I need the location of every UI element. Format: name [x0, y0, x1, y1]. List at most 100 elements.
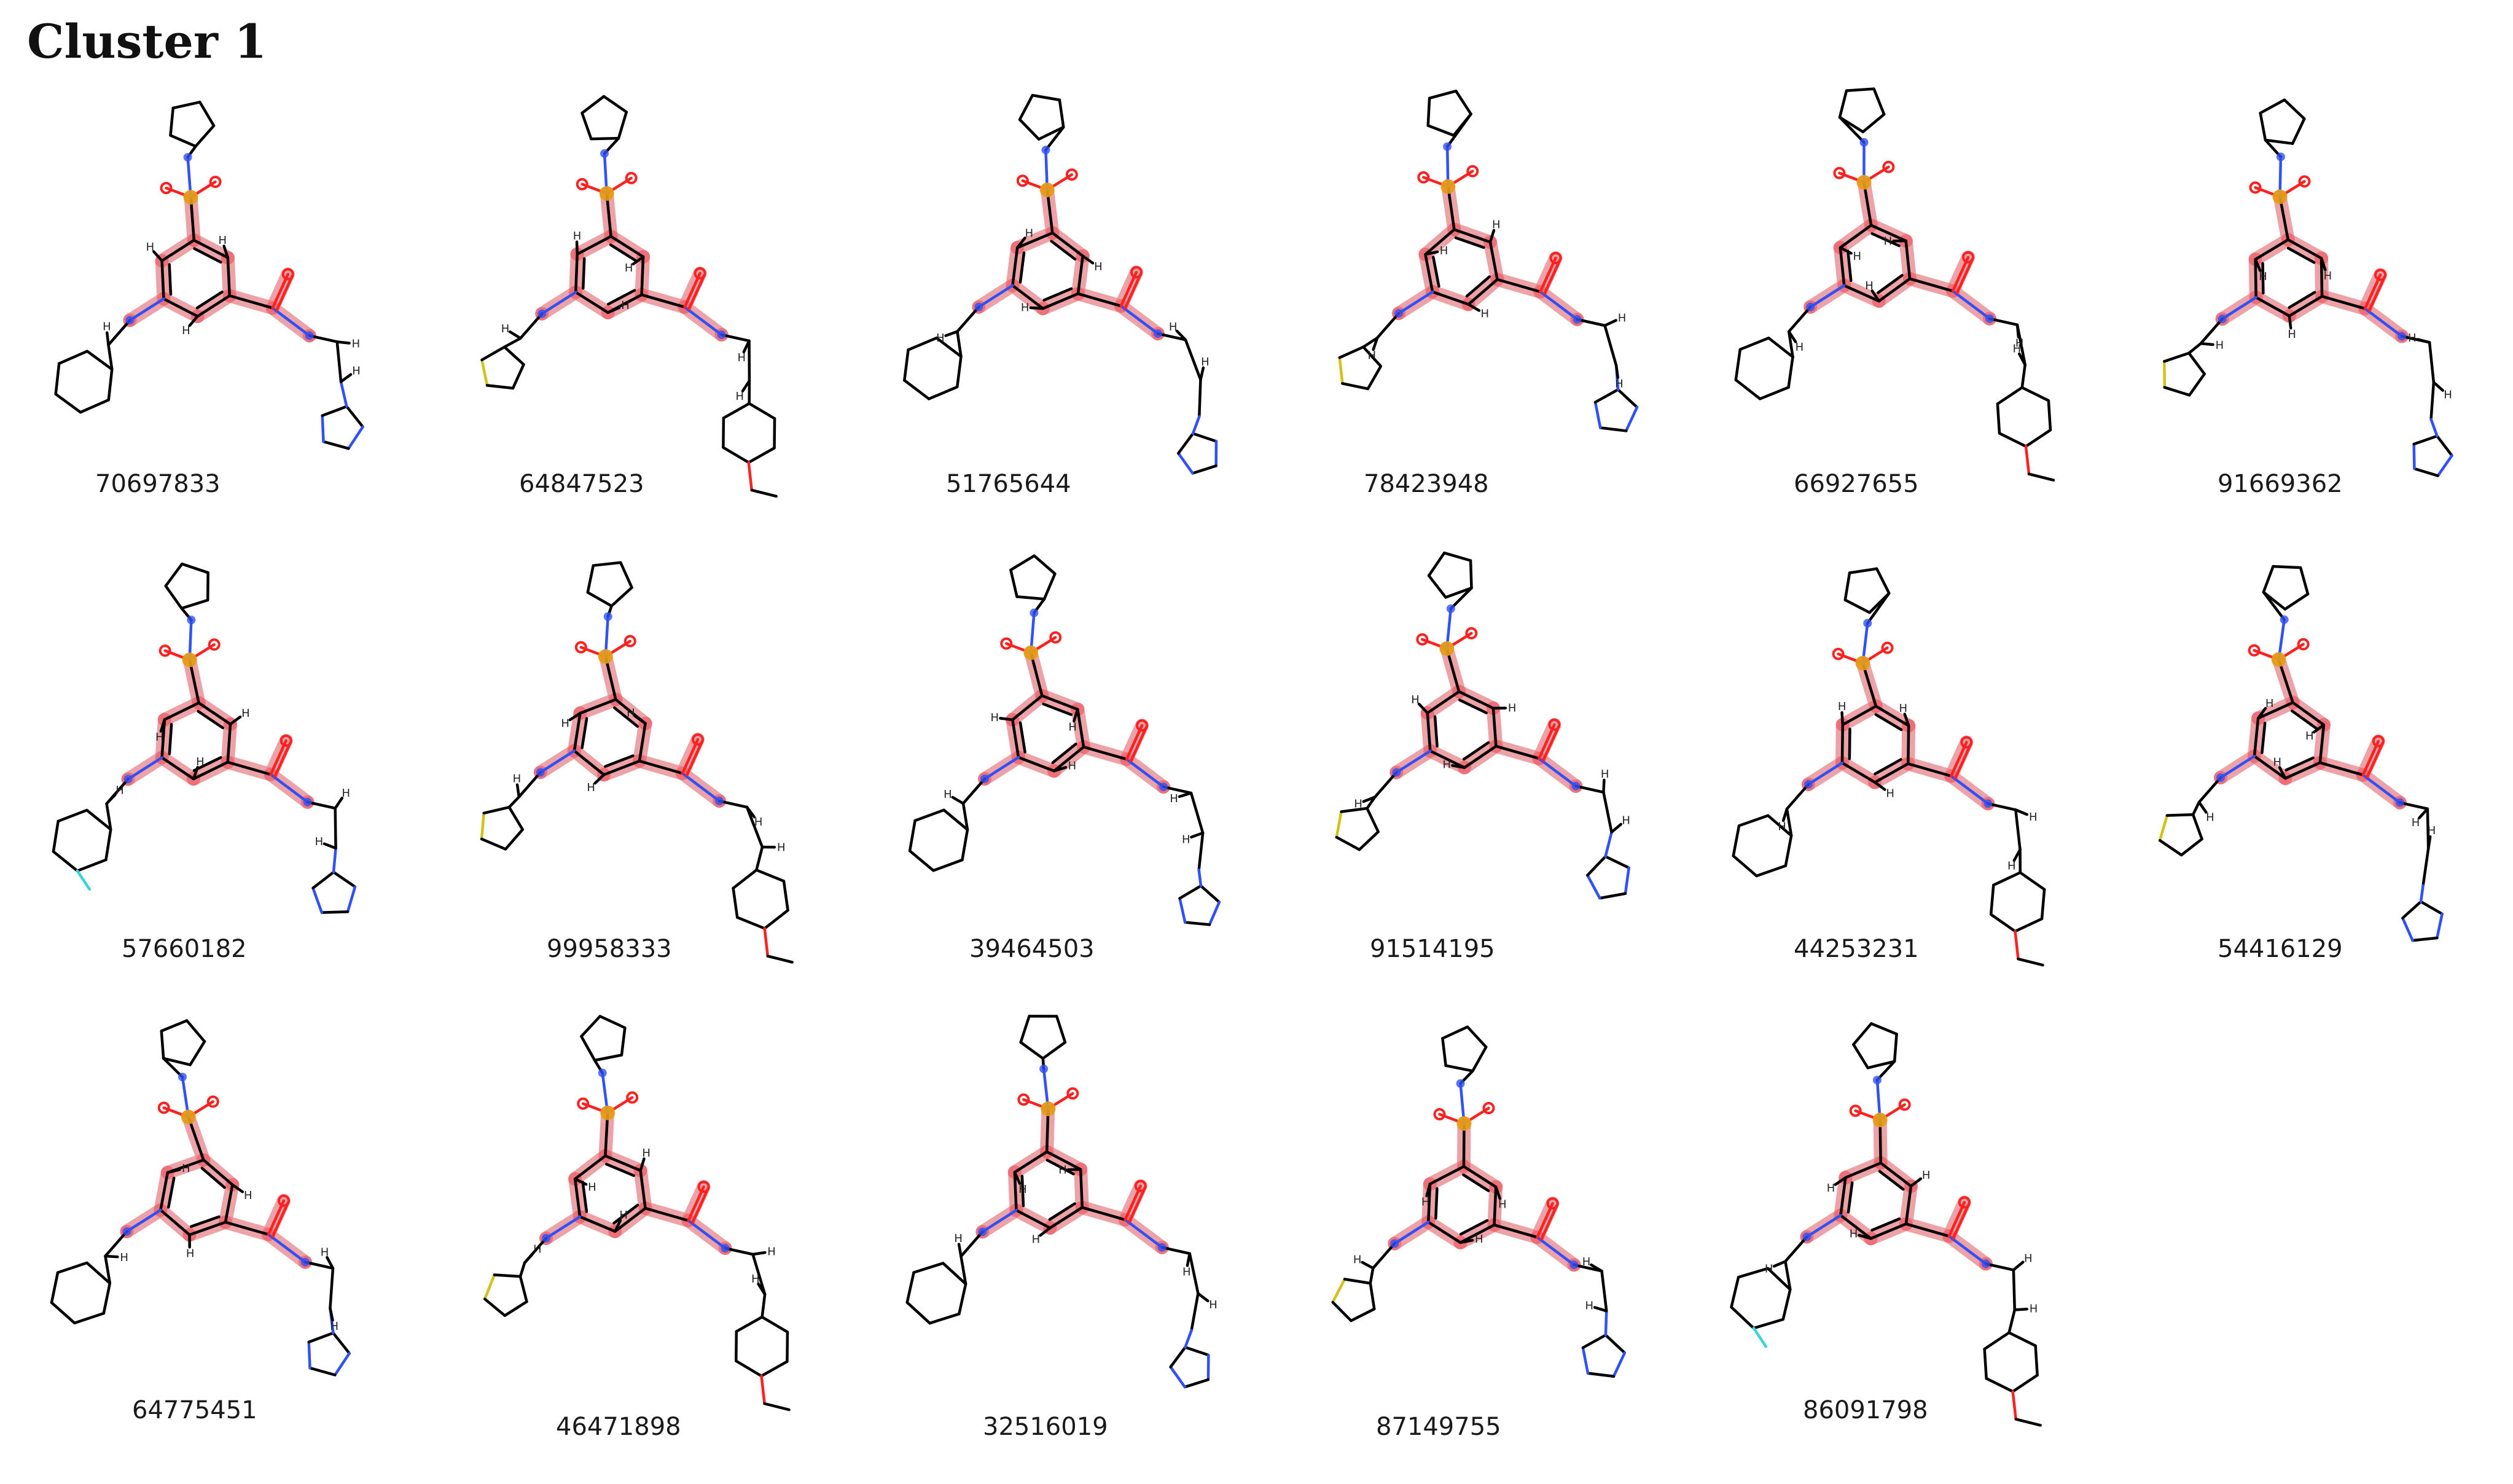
- svg-text:H: H: [1481, 308, 1490, 321]
- svg-text:H: H: [2007, 860, 2016, 873]
- heteroatoms: [123, 615, 312, 806]
- svg-text:H: H: [587, 781, 595, 794]
- svg-text:H: H: [1025, 227, 1034, 240]
- heteroatoms: [1804, 619, 1993, 808]
- svg-text:H: H: [501, 322, 510, 335]
- hydrogen-labels: H H H H H H: [513, 706, 786, 854]
- compound-id-label: 51765644: [946, 470, 1071, 498]
- bonds: [1732, 567, 2046, 967]
- svg-text:H: H: [2265, 697, 2274, 710]
- svg-text:H: H: [342, 787, 350, 800]
- svg-text:H: H: [2216, 339, 2224, 352]
- bonds: [2163, 98, 2453, 477]
- svg-text:H: H: [1421, 1196, 1430, 1209]
- compound-id-label: 87149755: [1376, 1413, 1501, 1441]
- svg-text:H: H: [1853, 250, 1861, 263]
- svg-text:H: H: [738, 351, 746, 364]
- svg-text:H: H: [642, 1147, 651, 1160]
- svg-text:H: H: [218, 234, 227, 247]
- svg-text:H: H: [1182, 833, 1190, 846]
- svg-text:H: H: [1827, 1182, 1835, 1195]
- bonds: [1331, 1025, 1627, 1378]
- svg-text:H: H: [627, 706, 635, 719]
- svg-text:H: H: [1021, 301, 1030, 314]
- svg-text:H: H: [244, 1189, 252, 1202]
- hydrogen-labels: H H H H H H: [115, 707, 350, 848]
- svg-text:H: H: [1169, 321, 1178, 334]
- svg-text:H: H: [196, 756, 205, 768]
- bonds: [52, 562, 357, 914]
- compound-id-label: 66927655: [1794, 470, 1919, 498]
- heteroatoms: [1394, 142, 1582, 324]
- heteroatoms: [125, 153, 314, 340]
- svg-text:H: H: [2015, 337, 2024, 350]
- svg-text:H: H: [1615, 378, 1624, 391]
- svg-text:H: H: [1884, 235, 1893, 248]
- svg-text:H: H: [1865, 279, 1874, 292]
- hydrogen-labels: H H H H H H: [1778, 700, 2037, 873]
- svg-text:H: H: [936, 332, 945, 345]
- svg-text:H: H: [1201, 356, 1210, 369]
- svg-text:H: H: [1778, 821, 1786, 834]
- compound-id-label: 99958333: [547, 935, 672, 963]
- svg-text:H: H: [2324, 270, 2332, 283]
- svg-text:H: H: [1170, 792, 1178, 805]
- bonds: [50, 1019, 351, 1377]
- svg-text:H: H: [186, 1247, 195, 1260]
- bonds: [908, 554, 1221, 926]
- svg-text:H: H: [1922, 1169, 1931, 1182]
- svg-text:H: H: [1411, 693, 1420, 706]
- bonds: [54, 100, 364, 450]
- heteroatoms: [974, 146, 1162, 338]
- svg-text:H: H: [1209, 1298, 1217, 1311]
- svg-text:H: H: [1838, 700, 1847, 713]
- svg-text:H: H: [1353, 1253, 1362, 1266]
- svg-text:H: H: [1032, 1233, 1041, 1246]
- svg-text:H: H: [1058, 1163, 1067, 1176]
- hydrogen-labels: H H H H H H: [120, 1162, 338, 1333]
- compound-id-label: 57660182: [122, 935, 247, 963]
- heteroatoms: [1390, 1079, 1579, 1270]
- bonds: [480, 95, 778, 498]
- compound-id-label: 78423948: [1364, 470, 1489, 498]
- svg-text:H: H: [352, 338, 361, 351]
- heteroatoms: [1802, 1076, 1990, 1268]
- svg-text:H: H: [573, 230, 582, 243]
- svg-text:H: H: [103, 321, 111, 334]
- compound-id-label: 39464503: [969, 935, 1095, 963]
- svg-text:H: H: [1585, 1300, 1594, 1313]
- heteroatoms: [1806, 138, 1995, 323]
- svg-text:H: H: [621, 299, 630, 312]
- heteroatoms: [537, 149, 726, 339]
- hydrogen-labels: H H H H H H: [1353, 1196, 1593, 1313]
- svg-text:H: H: [2428, 824, 2436, 837]
- svg-text:H: H: [1182, 1265, 1191, 1278]
- svg-text:H: H: [990, 711, 999, 724]
- svg-text:H: H: [1068, 721, 1077, 733]
- svg-text:H: H: [2259, 270, 2267, 283]
- bonds: [483, 1015, 791, 1412]
- heteroatoms: [2218, 152, 2407, 341]
- compound-id-label: 46471898: [556, 1413, 681, 1441]
- svg-text:H: H: [1475, 1233, 1483, 1246]
- compound-id-label: 91514195: [1370, 935, 1495, 963]
- svg-text:H: H: [513, 773, 522, 786]
- hydrogen-labels: H H H H H H: [2216, 270, 2452, 401]
- bonds: [1734, 87, 2055, 482]
- svg-text:H: H: [533, 1243, 542, 1256]
